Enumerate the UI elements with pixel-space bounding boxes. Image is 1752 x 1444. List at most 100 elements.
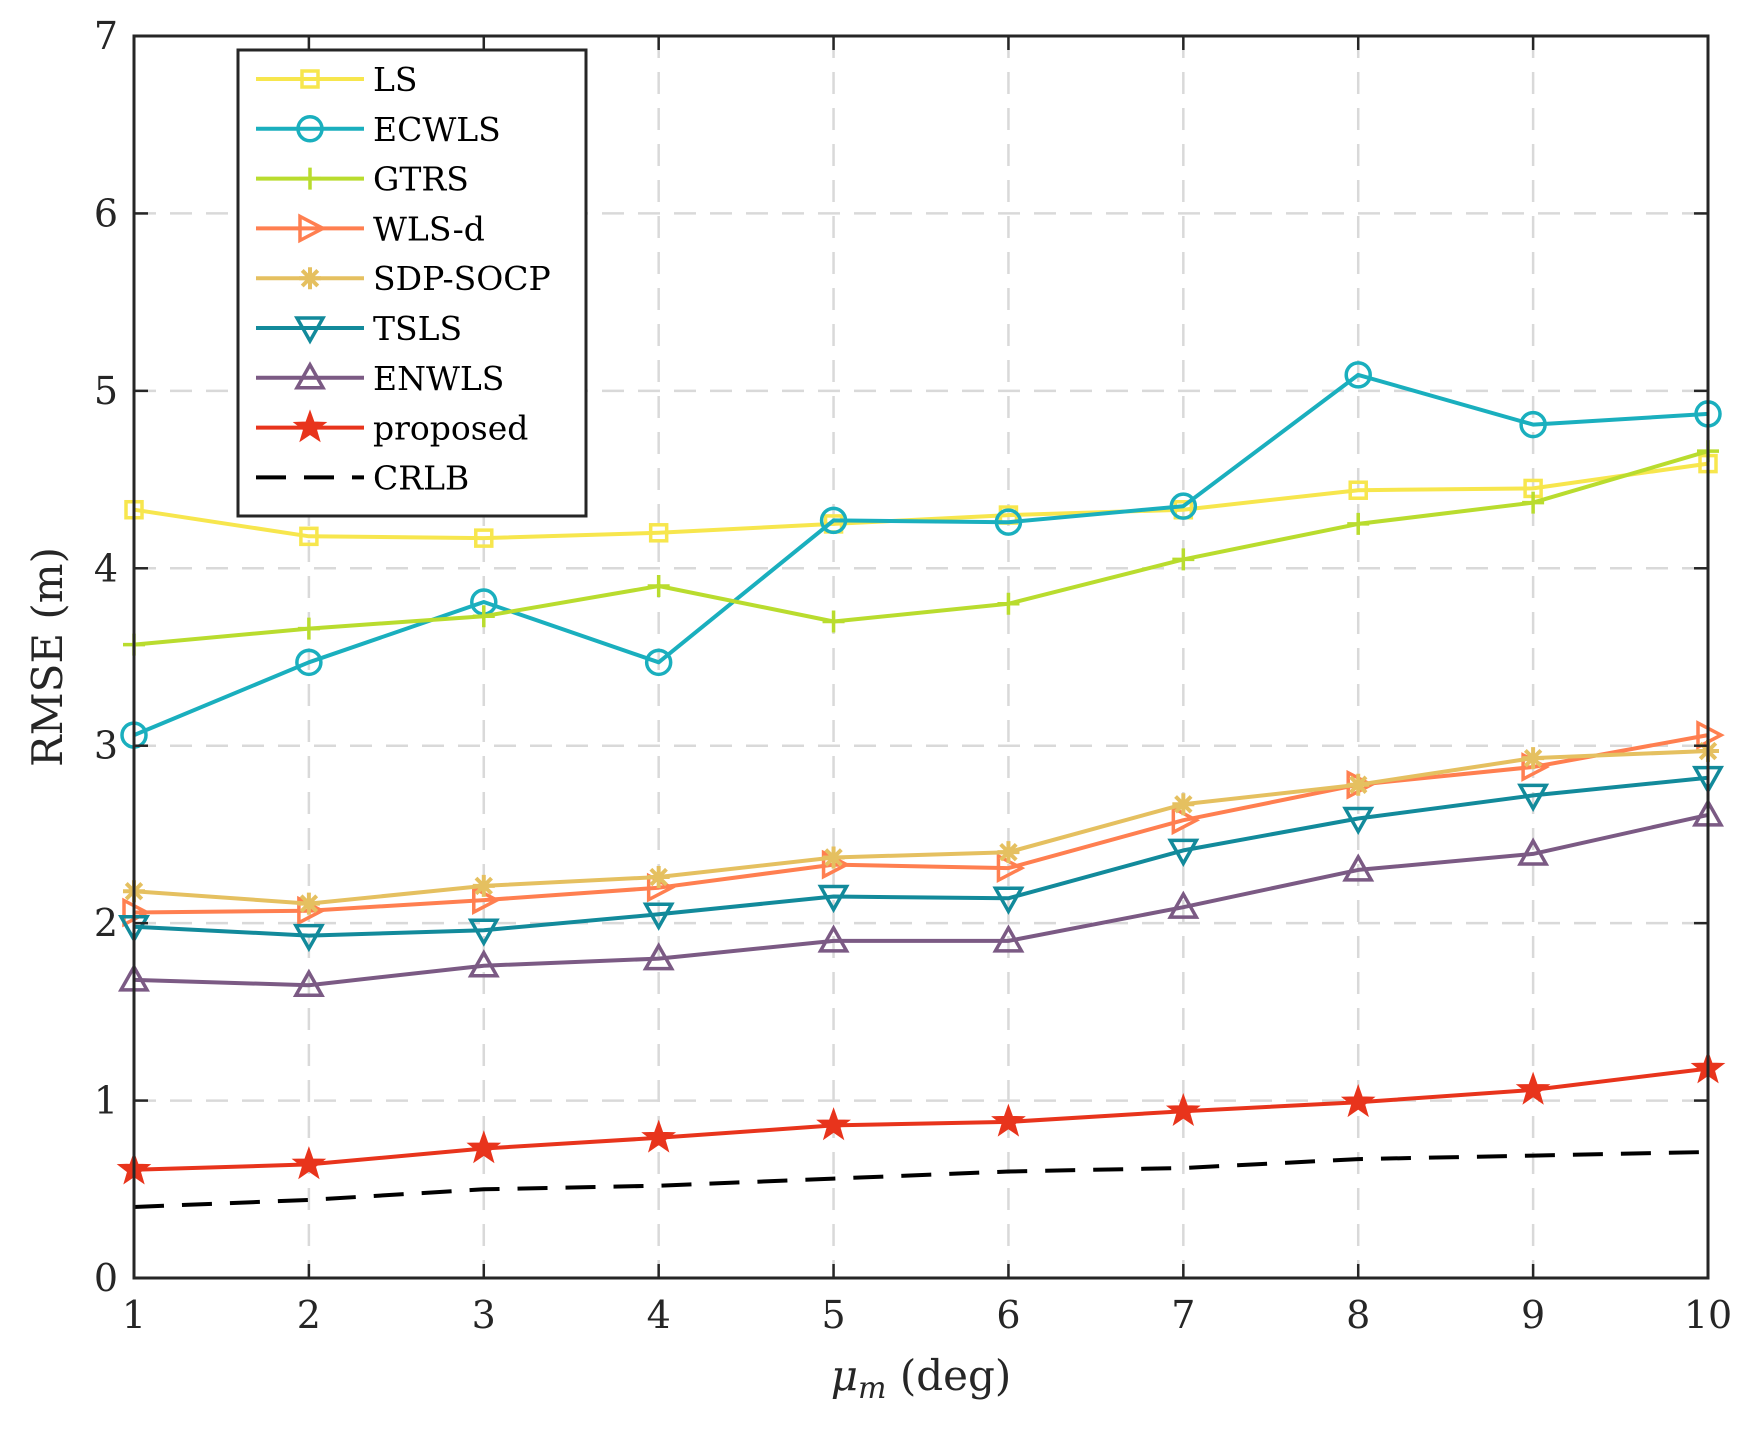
data-point — [297, 617, 320, 640]
axes-frame — [132, 34, 1710, 1280]
data-point — [1347, 773, 1370, 796]
legend-entry: GTRS — [256, 160, 469, 199]
x-tick-label: 2 — [297, 1293, 321, 1337]
data-point — [642, 942, 675, 971]
legend-entry: ENWLS — [256, 359, 504, 398]
data-point — [817, 924, 850, 953]
series-line — [133, 749, 1709, 906]
data-point — [1167, 838, 1200, 867]
y-tick-label: 3 — [94, 724, 118, 768]
legend-entry: WLS-d — [256, 209, 485, 248]
data-point — [472, 874, 495, 897]
legend-entry: TSLS — [256, 309, 462, 348]
data-point — [1522, 747, 1545, 770]
data-point — [1340, 1084, 1376, 1118]
data-point — [292, 968, 325, 997]
data-point — [822, 846, 845, 869]
data-point — [819, 506, 848, 535]
series-line — [133, 1066, 1709, 1172]
y-tick-label: 2 — [94, 901, 118, 945]
legend: LS ECWLS GTRS WLS-d SDP-SOCP TSLS ENWLS propose… — [236, 48, 588, 518]
legend-entry: CRLB — [256, 458, 469, 497]
series-sdp-socp — [123, 740, 1719, 915]
series-wls-d — [122, 720, 1725, 928]
data-point — [1342, 853, 1375, 882]
legend-marker — [299, 167, 321, 190]
data-point — [641, 1119, 677, 1153]
y-tick-label: 6 — [94, 191, 118, 235]
data-point — [1522, 491, 1545, 514]
series-line — [133, 449, 1709, 647]
data-point — [992, 924, 1025, 953]
data-point — [1517, 837, 1550, 866]
data-point — [1344, 361, 1372, 389]
y-tick-label: 1 — [94, 1079, 118, 1123]
x-axis-label: μm (deg) — [831, 1351, 1012, 1406]
series-line — [133, 812, 1709, 988]
legend-label: ENWLS — [373, 359, 504, 398]
data-point — [466, 1130, 502, 1164]
y-tick-label: 5 — [94, 369, 118, 413]
data-point — [297, 892, 320, 915]
data-point — [997, 841, 1020, 864]
data-point — [467, 949, 500, 978]
data-point — [1348, 480, 1368, 500]
data-point — [992, 886, 1025, 915]
x-tick-label: 9 — [1521, 1293, 1545, 1337]
data-point — [1167, 890, 1200, 919]
legend-label: WLS-d — [373, 209, 485, 248]
data-point — [822, 610, 845, 633]
data-point — [292, 923, 325, 953]
x-tick-label: 4 — [647, 1293, 671, 1337]
data-point — [474, 528, 494, 548]
legend-marker — [292, 409, 328, 443]
x-tick-label: 3 — [472, 1293, 496, 1337]
legend-label: CRLB — [373, 458, 469, 497]
data-point — [1172, 793, 1195, 816]
data-point — [816, 1107, 851, 1141]
legend-entry: LS — [256, 60, 418, 99]
legend-marker — [300, 69, 320, 89]
x-axis-label-symbol: μ — [831, 1351, 858, 1400]
legend-label: ECWLS — [373, 110, 501, 149]
x-tick-label: 8 — [1346, 1293, 1370, 1337]
legend-entry: proposed — [256, 409, 528, 448]
y-tick-label: 0 — [94, 1256, 118, 1300]
legend-marker — [294, 361, 326, 390]
data-point — [295, 648, 323, 677]
series-crlb — [133, 1150, 1709, 1209]
data-point — [642, 902, 675, 931]
data-point — [1515, 1071, 1551, 1105]
x-axis-label-unit: (deg) — [887, 1351, 1012, 1400]
legend-marker — [294, 316, 326, 345]
series-line — [133, 775, 1709, 938]
legend-label: LS — [373, 60, 418, 99]
data-point — [644, 648, 673, 677]
legend-marker — [296, 115, 324, 143]
data-point — [994, 508, 1023, 536]
x-axis-label-subscript: m — [858, 1371, 886, 1406]
x-tick-label: 6 — [996, 1293, 1020, 1337]
legend-label: TSLS — [373, 309, 462, 348]
x-tick-label: 7 — [1171, 1293, 1195, 1337]
legend-marker — [298, 213, 327, 244]
data-point — [648, 523, 669, 543]
y-axis-label: RMSE (m) — [23, 547, 72, 767]
legend-entry: SDP-SOCP — [256, 259, 551, 298]
legend-label: GTRS — [373, 160, 469, 199]
y-tick-label: 7 — [94, 14, 118, 58]
data-point — [647, 575, 670, 598]
data-point — [997, 592, 1020, 615]
data-point — [1342, 806, 1375, 836]
data-point — [467, 918, 500, 947]
series-line — [133, 733, 1709, 915]
x-tick-label: 1 — [122, 1293, 146, 1337]
legend-marker — [299, 267, 321, 290]
data-point — [1172, 548, 1195, 571]
legend-label: SDP-SOCP — [373, 259, 551, 298]
legend-entry: ECWLS — [256, 110, 501, 149]
data-point — [1347, 512, 1370, 535]
data-point — [817, 884, 850, 914]
data-point — [1519, 410, 1547, 439]
